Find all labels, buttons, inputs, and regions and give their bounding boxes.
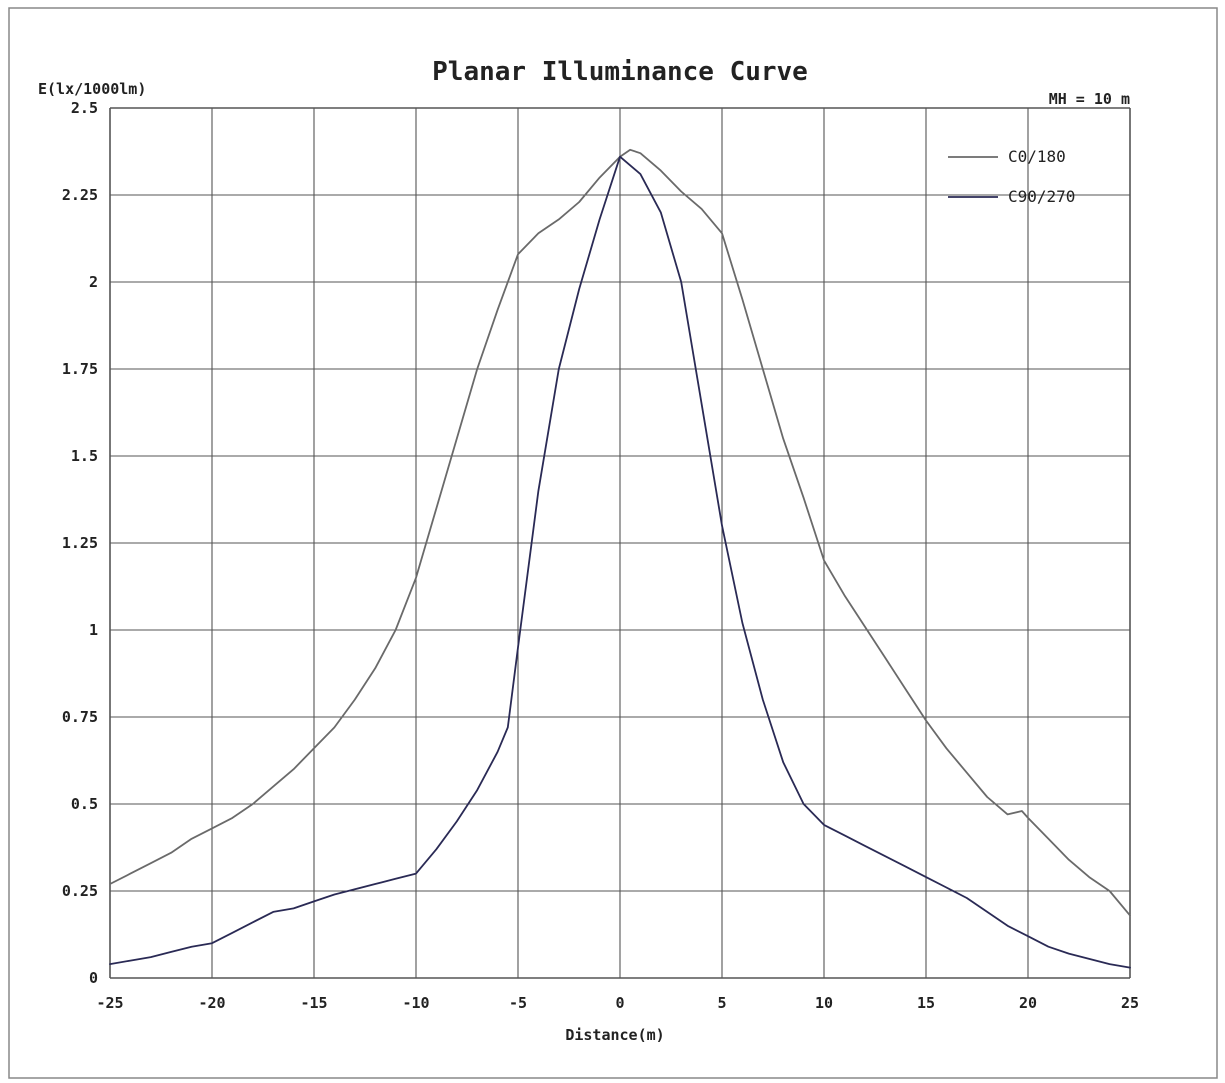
legend-label: C90/270 — [1008, 187, 1075, 206]
legend: C0/180 C90/270 — [948, 147, 1075, 206]
y-tick-label: 2.5 — [71, 99, 98, 117]
y-tick-label: 0.25 — [62, 882, 98, 900]
series-lines — [109, 148, 1131, 969]
x-tick-label: -5 — [509, 994, 527, 1012]
x-tick-label: 5 — [717, 994, 726, 1012]
x-tick-label: -10 — [402, 994, 429, 1012]
series-line-c0-180 — [109, 148, 1131, 917]
series-line-c90-270 — [109, 155, 1131, 969]
y-tick-label: 0.5 — [71, 795, 98, 813]
y-tick-label: 1.5 — [71, 447, 98, 465]
chart-title: Planar Illuminance Curve — [432, 57, 808, 87]
x-axis-label: Distance(m) — [565, 1026, 664, 1044]
y-tick-label: 1 — [89, 621, 98, 639]
x-tick-label: 20 — [1019, 994, 1037, 1012]
x-tick-label: 25 — [1121, 994, 1139, 1012]
y-tick-label: 0.75 — [62, 708, 98, 726]
x-tick-label: 0 — [615, 994, 624, 1012]
y-tick-label: 0 — [89, 969, 98, 987]
y-tick-label: 1.75 — [62, 360, 98, 378]
y-tick-label: 1.25 — [62, 534, 98, 552]
legend-label: C0/180 — [1008, 147, 1066, 166]
x-tick-label: 10 — [815, 994, 833, 1012]
y-tick-label: 2 — [89, 273, 98, 291]
tick-labels: -25 -20 -15 -10 -5 0 5 10 15 20 25 0 0.25 0.5 0.75 1 1.2… — [62, 99, 1139, 1012]
grid — [109, 107, 1131, 979]
x-tick-label: -15 — [300, 994, 327, 1012]
y-tick-label: 2.25 — [62, 186, 98, 204]
x-tick-label: 15 — [917, 994, 935, 1012]
x-tick-label: -25 — [96, 994, 123, 1012]
y-axis-label: E(lx/1000lm) — [38, 80, 146, 98]
x-tick-label: -20 — [198, 994, 225, 1012]
chart-subtitle: MH = 10 m — [1049, 90, 1130, 108]
